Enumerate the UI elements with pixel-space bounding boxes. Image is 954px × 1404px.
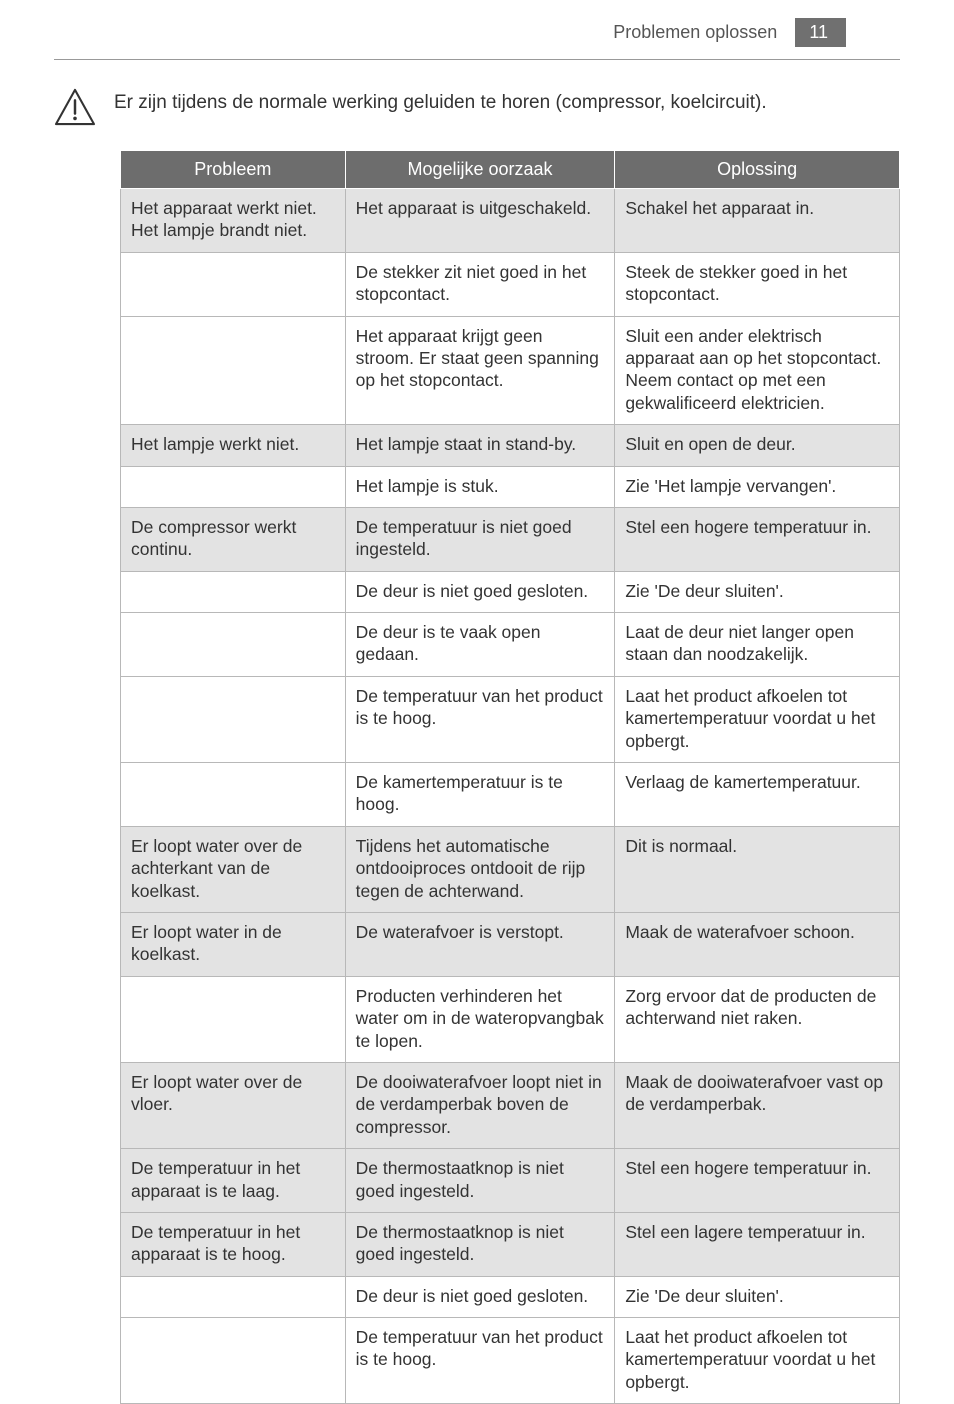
table-cell <box>121 252 346 316</box>
intro-row: Er zijn tijdens de normale werking gelui… <box>54 88 900 126</box>
intro-text: Er zijn tijdens de normale werking gelui… <box>114 88 767 114</box>
table-cell <box>121 976 346 1062</box>
table-cell: Sluit en open de deur. <box>615 425 900 466</box>
table-cell <box>121 466 346 507</box>
table-cell: Producten verhinderen het water om in de… <box>345 976 615 1062</box>
table-cell <box>121 763 346 827</box>
table-cell: De thermostaatknop is niet goed ingestel… <box>345 1149 615 1213</box>
table-cell: Steek de stekker goed in het stopcontact… <box>615 252 900 316</box>
table-cell: Er loopt water over de vloer. <box>121 1062 346 1148</box>
table-cell: De temperatuur van het product is te hoo… <box>345 676 615 762</box>
table-cell: Verlaag de kamertemperatuur. <box>615 763 900 827</box>
table-cell: Er loopt water over de achterkant van de… <box>121 826 346 912</box>
col-header-problem: Probleem <box>121 151 346 189</box>
table-row: De stekker zit niet goed in het stopcont… <box>121 252 900 316</box>
table-row: De kamertemperatuur is te hoog.Verlaag d… <box>121 763 900 827</box>
table-cell: De dooiwaterafvoer loopt niet in de verd… <box>345 1062 615 1148</box>
table-cell: Het lampje staat in stand-by. <box>345 425 615 466</box>
troubleshoot-table: Probleem Mogelijke oorzaak Oplossing Het… <box>120 150 900 1404</box>
table-cell: De waterafvoer is verstopt. <box>345 912 615 976</box>
section-title: Problemen oplossen <box>613 22 777 43</box>
table-cell: Zie 'Het lampje vervangen'. <box>615 466 900 507</box>
table-row: Het apparaat krijgt geen stroom. Er staa… <box>121 316 900 425</box>
table-cell: De compressor werkt continu. <box>121 507 346 571</box>
table-cell: De stekker zit niet goed in het stopcont… <box>345 252 615 316</box>
table-row: Het apparaat werkt niet. Het lampje bran… <box>121 189 900 253</box>
table-row: De temperatuur van het product is te hoo… <box>121 1318 900 1404</box>
table-cell: Zie 'De deur sluiten'. <box>615 571 900 612</box>
table-row: De deur is niet goed gesloten.Zie 'De de… <box>121 571 900 612</box>
table-cell <box>121 571 346 612</box>
table-cell: Maak de waterafvoer schoon. <box>615 912 900 976</box>
table-cell <box>121 676 346 762</box>
table-row: Het lampje is stuk.Zie 'Het lampje verva… <box>121 466 900 507</box>
table-cell: Dit is normaal. <box>615 826 900 912</box>
table-cell: Stel een hogere temperatuur in. <box>615 1149 900 1213</box>
table-cell: De temperatuur in het apparaat is te hoo… <box>121 1212 346 1276</box>
table-cell <box>121 613 346 677</box>
table-cell: Het apparaat is uitgeschakeld. <box>345 189 615 253</box>
warning-icon <box>54 88 96 126</box>
table-row: Het lampje werkt niet.Het lampje staat i… <box>121 425 900 466</box>
table-cell: Schakel het apparaat in. <box>615 189 900 253</box>
table-body: Het apparaat werkt niet. Het lampje bran… <box>121 189 900 1404</box>
table-cell: De temperatuur is niet goed ingesteld. <box>345 507 615 571</box>
col-header-solution: Oplossing <box>615 151 900 189</box>
table-cell: Zie 'De deur sluiten'. <box>615 1276 900 1317</box>
table-row: De deur is niet goed gesloten.Zie 'De de… <box>121 1276 900 1317</box>
col-header-cause: Mogelijke oorzaak <box>345 151 615 189</box>
table-cell <box>121 1318 346 1404</box>
table-row: De compressor werkt continu.De temperatu… <box>121 507 900 571</box>
table-cell: De thermostaatknop is niet goed ingestel… <box>345 1212 615 1276</box>
table-cell: De temperatuur van het product is te hoo… <box>345 1318 615 1404</box>
table-row: Er loopt water in de koelkast.De wateraf… <box>121 912 900 976</box>
table-cell: Tijdens het automatische ontdooiproces o… <box>345 826 615 912</box>
table-cell: Stel een lagere temperatuur in. <box>615 1212 900 1276</box>
table-cell: De kamertemperatuur is te hoog. <box>345 763 615 827</box>
table-cell <box>121 316 346 425</box>
table-cell: Maak de dooiwaterafvoer vast op de verda… <box>615 1062 900 1148</box>
table-row: Er loopt water over de achterkant van de… <box>121 826 900 912</box>
page-number-badge: 11 <box>795 18 846 47</box>
table-row: Er loopt water over de vloer.De dooiwate… <box>121 1062 900 1148</box>
table-row: De temperatuur in het apparaat is te hoo… <box>121 1212 900 1276</box>
table-cell: Het apparaat werkt niet. Het lampje bran… <box>121 189 346 253</box>
table-cell: Laat de deur niet langer open staan dan … <box>615 613 900 677</box>
table-cell: Sluit een ander elektrisch apparaat aan … <box>615 316 900 425</box>
table-cell: Er loopt water in de koelkast. <box>121 912 346 976</box>
table-cell: De deur is niet goed gesloten. <box>345 1276 615 1317</box>
table-cell: Het lampje is stuk. <box>345 466 615 507</box>
table-cell: De deur is niet goed gesloten. <box>345 571 615 612</box>
table-cell: De temperatuur in het apparaat is te laa… <box>121 1149 346 1213</box>
table-cell: De deur is te vaak open gedaan. <box>345 613 615 677</box>
table-row: De temperatuur in het apparaat is te laa… <box>121 1149 900 1213</box>
page-header: Problemen oplossen 11 <box>54 0 900 60</box>
table-row: De deur is te vaak open gedaan.Laat de d… <box>121 613 900 677</box>
table-row: Producten verhinderen het water om in de… <box>121 976 900 1062</box>
table-cell <box>121 1276 346 1317</box>
table-cell: Het apparaat krijgt geen stroom. Er staa… <box>345 316 615 425</box>
table-cell: Stel een hogere temperatuur in. <box>615 507 900 571</box>
table-cell: Laat het product afkoelen tot kamertempe… <box>615 1318 900 1404</box>
table-cell: Het lampje werkt niet. <box>121 425 346 466</box>
table-cell: Zorg ervoor dat de producten de achterwa… <box>615 976 900 1062</box>
table-row: De temperatuur van het product is te hoo… <box>121 676 900 762</box>
table-header-row: Probleem Mogelijke oorzaak Oplossing <box>121 151 900 189</box>
table-cell: Laat het product afkoelen tot kamertempe… <box>615 676 900 762</box>
